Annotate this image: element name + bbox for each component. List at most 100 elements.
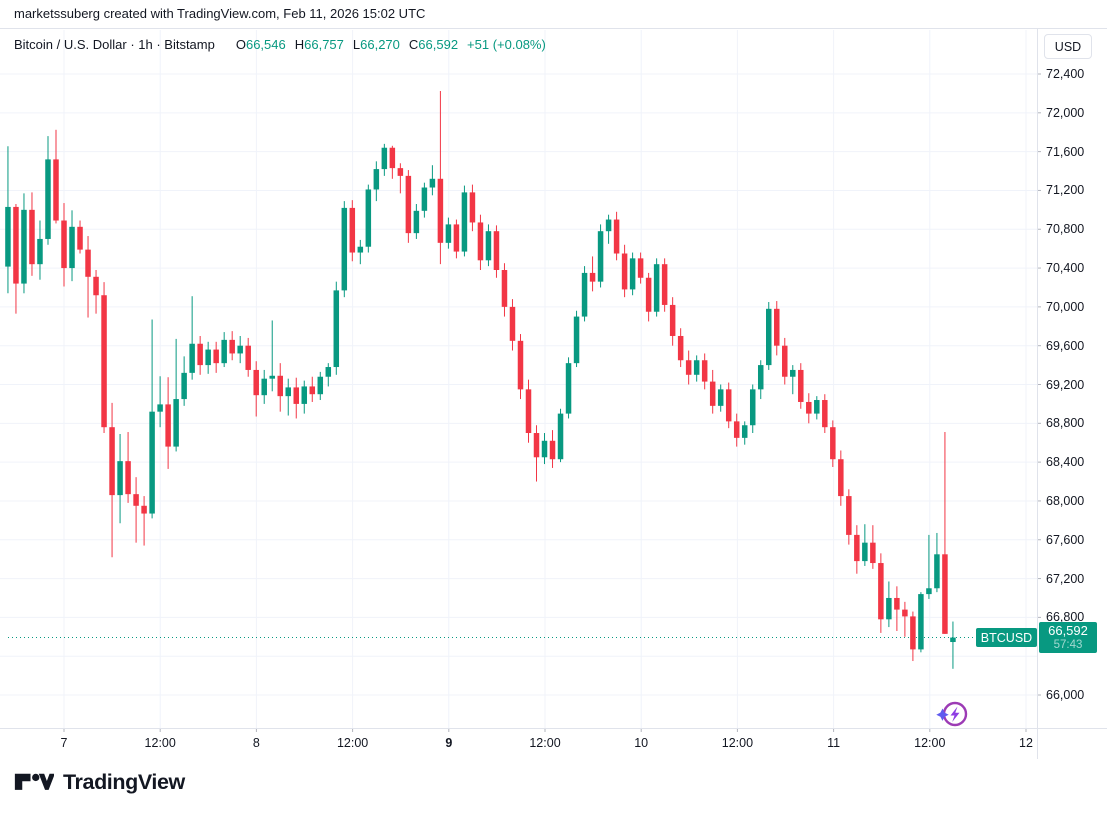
price-axis-label: 69,600 <box>1046 338 1085 353</box>
price-axis-label: 71,200 <box>1046 183 1085 198</box>
candle-body <box>701 360 708 382</box>
candle-body <box>221 339 227 364</box>
candle-body <box>605 219 612 232</box>
candle-body <box>405 175 412 234</box>
candle-body <box>437 178 444 243</box>
candle-body <box>661 264 668 305</box>
candle-body <box>766 308 772 366</box>
candle-body <box>397 168 404 176</box>
candle-body <box>838 459 844 497</box>
candle-body <box>942 554 948 634</box>
current-price-badge: 66,592 57:43 <box>1039 622 1097 654</box>
candle-body <box>645 277 652 312</box>
chart-container[interactable]: Bitcoin / U.S. Dollar · 1h · Bitstamp O66… <box>0 28 1107 759</box>
chart-canvas[interactable] <box>0 29 1107 759</box>
candle-body <box>557 413 564 460</box>
candle-body <box>926 588 932 595</box>
candle-body <box>862 542 868 562</box>
candle-body <box>573 316 580 364</box>
candle-body <box>365 189 372 247</box>
candle-body <box>253 369 259 396</box>
price-axis-label: 72,400 <box>1046 67 1085 81</box>
candle-body <box>725 389 732 422</box>
tradingview-logo-mark <box>14 773 54 790</box>
candle-body <box>5 206 11 267</box>
candle-body <box>349 207 356 253</box>
candle-body <box>77 226 83 250</box>
price-axis-label: 69,200 <box>1046 377 1085 392</box>
candle-body <box>101 295 107 428</box>
price-axis-label: 68,400 <box>1046 455 1085 470</box>
candle-body <box>453 224 460 252</box>
candle-body <box>653 264 660 312</box>
ohlc-value: 66,592 <box>418 37 459 52</box>
ohlc-letter: H <box>294 37 305 52</box>
candle-body <box>93 276 99 296</box>
price-axis-label: 70,800 <box>1046 222 1085 237</box>
candle-body <box>181 372 187 400</box>
candle-body <box>109 427 115 496</box>
price-axis-label: 70,000 <box>1046 299 1085 314</box>
time-axis-label: 12:00 <box>336 736 369 750</box>
currency-usd-button[interactable]: USD <box>1044 34 1092 59</box>
candle-body <box>37 238 43 265</box>
candle-body <box>669 304 676 336</box>
candle-body <box>229 339 235 354</box>
candle-body <box>533 433 540 458</box>
candle-body <box>413 210 420 234</box>
candle-body <box>125 461 131 495</box>
ohlc-value: 66,270 <box>360 37 400 52</box>
candle-body <box>717 389 724 406</box>
price-axis-label: 67,600 <box>1046 532 1085 547</box>
current-price-value: 66,592 <box>1048 622 1088 638</box>
time-axis-label: 10 <box>634 736 649 750</box>
candle-body <box>213 349 219 364</box>
ohlc-letter: L <box>352 37 361 52</box>
candle-body <box>854 534 860 562</box>
candle-body <box>85 249 91 277</box>
candle-body <box>21 209 27 284</box>
candle-body <box>61 220 67 269</box>
candle-body <box>69 226 75 269</box>
candle-body <box>782 345 788 377</box>
candle-body <box>677 335 684 361</box>
time-axis-label: 8 <box>252 736 260 750</box>
sparkle-star-icon <box>936 708 949 721</box>
price-axis-label: 66,000 <box>1046 688 1085 702</box>
ohlc-values: O66,546 H66,757 L66,270 C66,592 <box>227 37 458 52</box>
candle-body <box>189 343 195 373</box>
ohlc-value: 66,757 <box>304 37 344 52</box>
candle-body <box>373 169 380 190</box>
flash-event-icon[interactable] <box>934 697 972 733</box>
symbol-title[interactable]: Bitcoin / U.S. Dollar · 1h · Bitstamp <box>14 37 215 52</box>
candle-body <box>301 386 308 404</box>
candle-body <box>870 542 876 564</box>
candle-body <box>741 425 748 438</box>
candle-body <box>749 389 756 426</box>
candle-body <box>173 399 179 447</box>
symbol-legend[interactable]: Bitcoin / U.S. Dollar · 1h · Bitstamp O66… <box>14 37 546 52</box>
time-axis-label: 7 <box>60 736 68 750</box>
price-axis-label: 70,400 <box>1046 261 1085 276</box>
candle-body <box>333 290 340 368</box>
candle-body <box>950 637 956 643</box>
time-axis-label: 12:00 <box>529 736 561 750</box>
time-axis-label: 12:00 <box>144 736 176 750</box>
tradingview-logo-text: TradingView <box>63 770 185 794</box>
tradingview-logo[interactable]: TradingView <box>14 769 185 796</box>
candle-body <box>806 401 812 414</box>
candle-body <box>790 369 796 377</box>
time-axis-label: 12 <box>1019 736 1033 750</box>
candle-body <box>597 231 604 282</box>
candle-body <box>445 224 452 243</box>
candle-body <box>565 363 572 414</box>
candle-body <box>421 187 428 211</box>
candle-body <box>277 375 283 397</box>
candle-body <box>285 387 291 397</box>
candle-body <box>429 178 436 188</box>
price-axis-label: 72,000 <box>1046 105 1085 120</box>
lightning-bolt-icon <box>950 706 960 722</box>
candle-body <box>733 421 740 438</box>
attribution-text: marketssuberg created with TradingView.c… <box>14 6 426 21</box>
